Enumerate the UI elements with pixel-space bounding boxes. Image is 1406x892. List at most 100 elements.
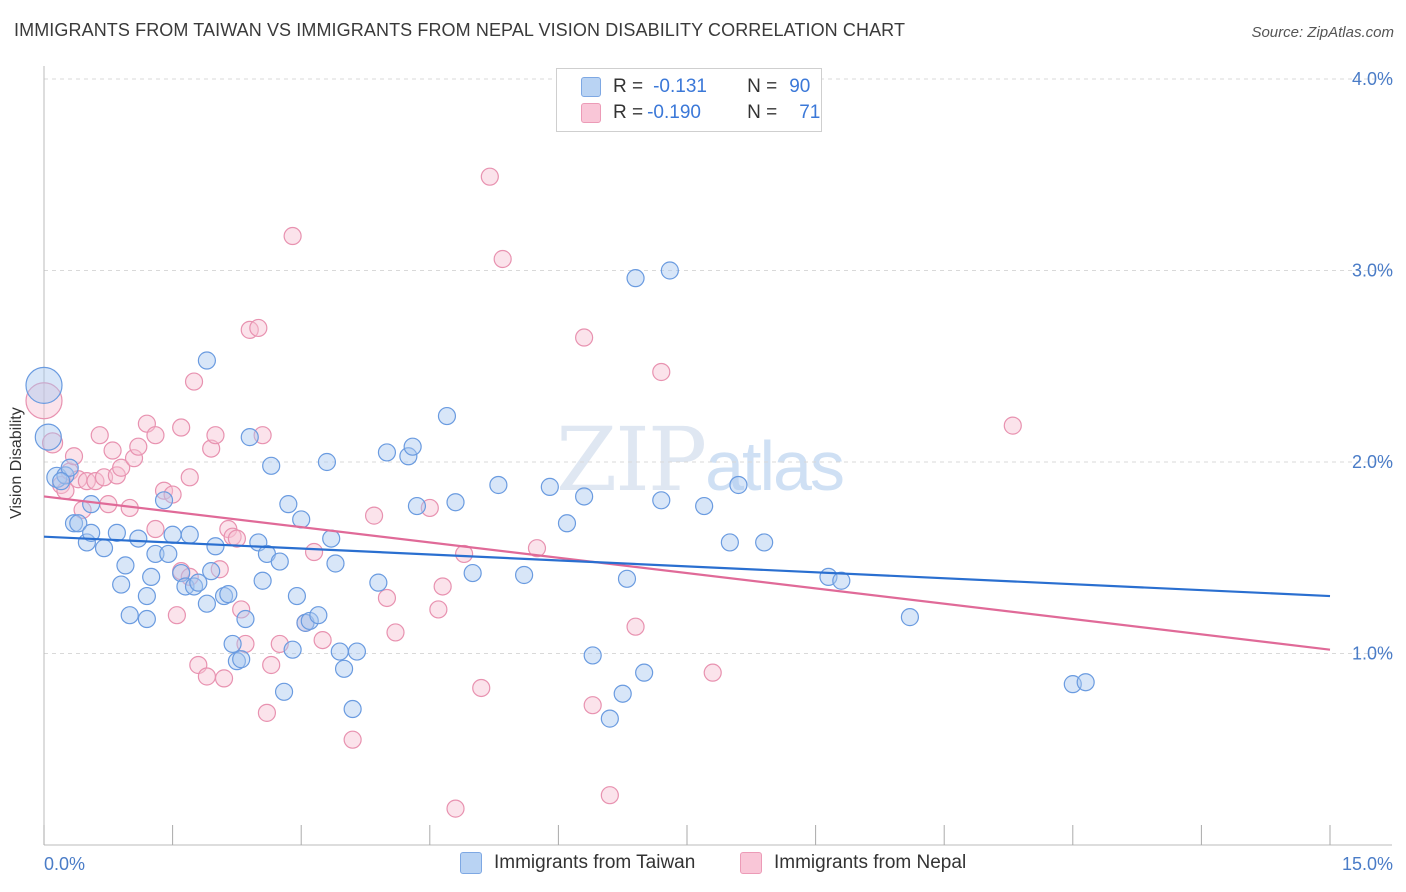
nepal-point: [257, 703, 277, 722]
x-tick-label-max: 15.0%: [1342, 854, 1393, 874]
nepal-point: [25, 382, 63, 420]
nepal-point: [146, 426, 165, 445]
nepal-point: [652, 362, 671, 382]
bottom-taiwan-swatch: [460, 852, 482, 874]
taiwan-point: [309, 606, 328, 625]
nepal-point: [262, 655, 281, 675]
nepal-point: [249, 318, 268, 338]
taiwan-point: [146, 544, 165, 564]
taiwan-point: [253, 571, 272, 590]
taiwan-point: [34, 423, 62, 451]
axes: [43, 66, 1392, 846]
chart-source: Source: ZipAtlas.com: [1251, 24, 1394, 41]
taiwan-point: [116, 556, 135, 575]
nepal-point: [527, 539, 547, 558]
bottom-legend-taiwan: Immigrants from Taiwan: [460, 852, 695, 874]
taiwan-point: [197, 351, 216, 370]
taiwan-n-value: 90: [789, 76, 811, 97]
nepal-point: [202, 439, 221, 458]
taiwan-point: [107, 523, 126, 542]
nepal-point: [90, 426, 109, 445]
taiwan-point: [279, 495, 298, 514]
y-tick-label: 4.0%: [1352, 69, 1393, 89]
nepal-point: [343, 730, 362, 749]
taiwan-point: [270, 552, 289, 571]
taiwan-point: [202, 562, 221, 581]
taiwan-point: [154, 491, 174, 510]
nepal-point: [1003, 416, 1022, 435]
x-tick-label-min: 0.0%: [44, 854, 85, 874]
taiwan-point: [583, 646, 602, 665]
taiwan-point: [369, 573, 388, 592]
taiwan-point: [729, 475, 748, 495]
y-tick-label: 1.0%: [1352, 644, 1393, 664]
bottom-nepal-swatch: [740, 852, 762, 874]
taiwan-point: [112, 575, 131, 594]
taiwan-point: [94, 539, 114, 558]
nepal-point: [583, 696, 602, 715]
taiwan-point: [163, 525, 182, 544]
nepal-point: [167, 606, 186, 625]
nepal-swatch: [581, 103, 601, 123]
nepal-point: [146, 519, 165, 539]
nepal-trend-line: [43, 495, 1331, 651]
taiwan-point: [403, 437, 422, 456]
taiwan-swatch: [581, 77, 601, 97]
taiwan-point: [1076, 673, 1095, 692]
taiwan-point: [129, 529, 148, 548]
nepal-point: [446, 799, 465, 818]
taiwan-point: [832, 571, 851, 590]
nepal-point: [493, 249, 512, 269]
taiwan-point: [575, 487, 594, 506]
nepal-point: [600, 786, 619, 805]
taiwan-point: [60, 458, 79, 477]
taiwan-point: [489, 475, 508, 495]
nepal-point: [304, 542, 324, 562]
nepal-point: [197, 667, 216, 686]
taiwan-point: [652, 491, 671, 510]
taiwan-point: [347, 642, 367, 661]
nepal-points: [25, 167, 1022, 818]
taiwan-point: [330, 642, 349, 661]
nepal-point: [703, 663, 722, 682]
taiwan-point: [600, 709, 619, 728]
taiwan-point: [69, 514, 88, 533]
taiwan-point: [52, 472, 71, 491]
taiwan-point: [159, 544, 178, 564]
nepal-point: [154, 481, 174, 500]
trend-lines: [43, 495, 1331, 651]
taiwan-point: [240, 428, 259, 447]
taiwan-point: [635, 663, 654, 682]
nepal-n-value: 71: [799, 102, 821, 123]
nepal-point: [103, 441, 122, 460]
taiwan-point: [540, 477, 559, 496]
nepal-point: [283, 226, 302, 246]
taiwan-point: [287, 586, 307, 606]
nepal-point: [313, 630, 332, 650]
bottom-nepal-label: Immigrants from Nepal: [774, 852, 967, 873]
nepal-point: [626, 617, 645, 636]
taiwan-point: [189, 573, 208, 592]
taiwan-point: [343, 699, 362, 719]
taiwan-point: [399, 447, 418, 466]
bottom-taiwan-label: Immigrants from Taiwan: [494, 852, 696, 873]
taiwan-point: [180, 525, 199, 544]
taiwan-point: [407, 496, 427, 516]
nepal-point: [172, 418, 191, 437]
taiwan-point: [137, 586, 156, 606]
taiwan-point: [626, 269, 645, 288]
taiwan-point: [142, 567, 161, 587]
taiwan-r-value: -0.131: [653, 76, 707, 97]
taiwan-point: [219, 585, 238, 604]
legend-row-nepal: R = -0.190 N = 71: [581, 101, 820, 125]
tick-labels: 1.0% 2.0% 3.0% 4.0% 0.0% 15.0%: [44, 69, 1393, 874]
taiwan-point: [755, 533, 774, 552]
taiwan-point: [446, 493, 465, 512]
nepal-point: [364, 506, 384, 525]
taiwan-point: [720, 533, 739, 552]
nepal-r-value: -0.190: [647, 102, 701, 123]
y-tick-label: 3.0%: [1352, 261, 1393, 281]
nepal-point: [429, 600, 448, 619]
taiwan-point: [377, 443, 397, 462]
taiwan-point: [197, 594, 216, 613]
